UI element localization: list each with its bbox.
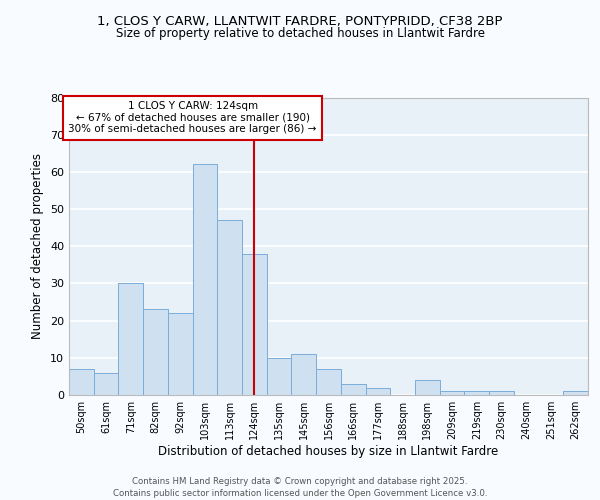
- Y-axis label: Number of detached properties: Number of detached properties: [31, 153, 44, 340]
- Bar: [217, 220, 242, 395]
- X-axis label: Distribution of detached houses by size in Llantwit Fardre: Distribution of detached houses by size …: [158, 445, 499, 458]
- Bar: [143, 310, 168, 395]
- Bar: [365, 388, 390, 395]
- Bar: [563, 392, 588, 395]
- Bar: [292, 354, 316, 395]
- Bar: [415, 380, 440, 395]
- Text: Size of property relative to detached houses in Llantwit Fardre: Size of property relative to detached ho…: [115, 28, 485, 40]
- Bar: [118, 284, 143, 395]
- Bar: [464, 392, 489, 395]
- Text: Contains HM Land Registry data © Crown copyright and database right 2025.
Contai: Contains HM Land Registry data © Crown c…: [113, 476, 487, 498]
- Bar: [267, 358, 292, 395]
- Text: 1 CLOS Y CARW: 124sqm
← 67% of detached houses are smaller (190)
30% of semi-det: 1 CLOS Y CARW: 124sqm ← 67% of detached …: [68, 101, 317, 134]
- Bar: [242, 254, 267, 395]
- Bar: [94, 372, 118, 395]
- Text: 1, CLOS Y CARW, LLANTWIT FARDRE, PONTYPRIDD, CF38 2BP: 1, CLOS Y CARW, LLANTWIT FARDRE, PONTYPR…: [97, 15, 503, 28]
- Bar: [168, 313, 193, 395]
- Bar: [489, 392, 514, 395]
- Bar: [69, 369, 94, 395]
- Bar: [440, 392, 464, 395]
- Bar: [193, 164, 217, 395]
- Bar: [316, 369, 341, 395]
- Bar: [341, 384, 365, 395]
